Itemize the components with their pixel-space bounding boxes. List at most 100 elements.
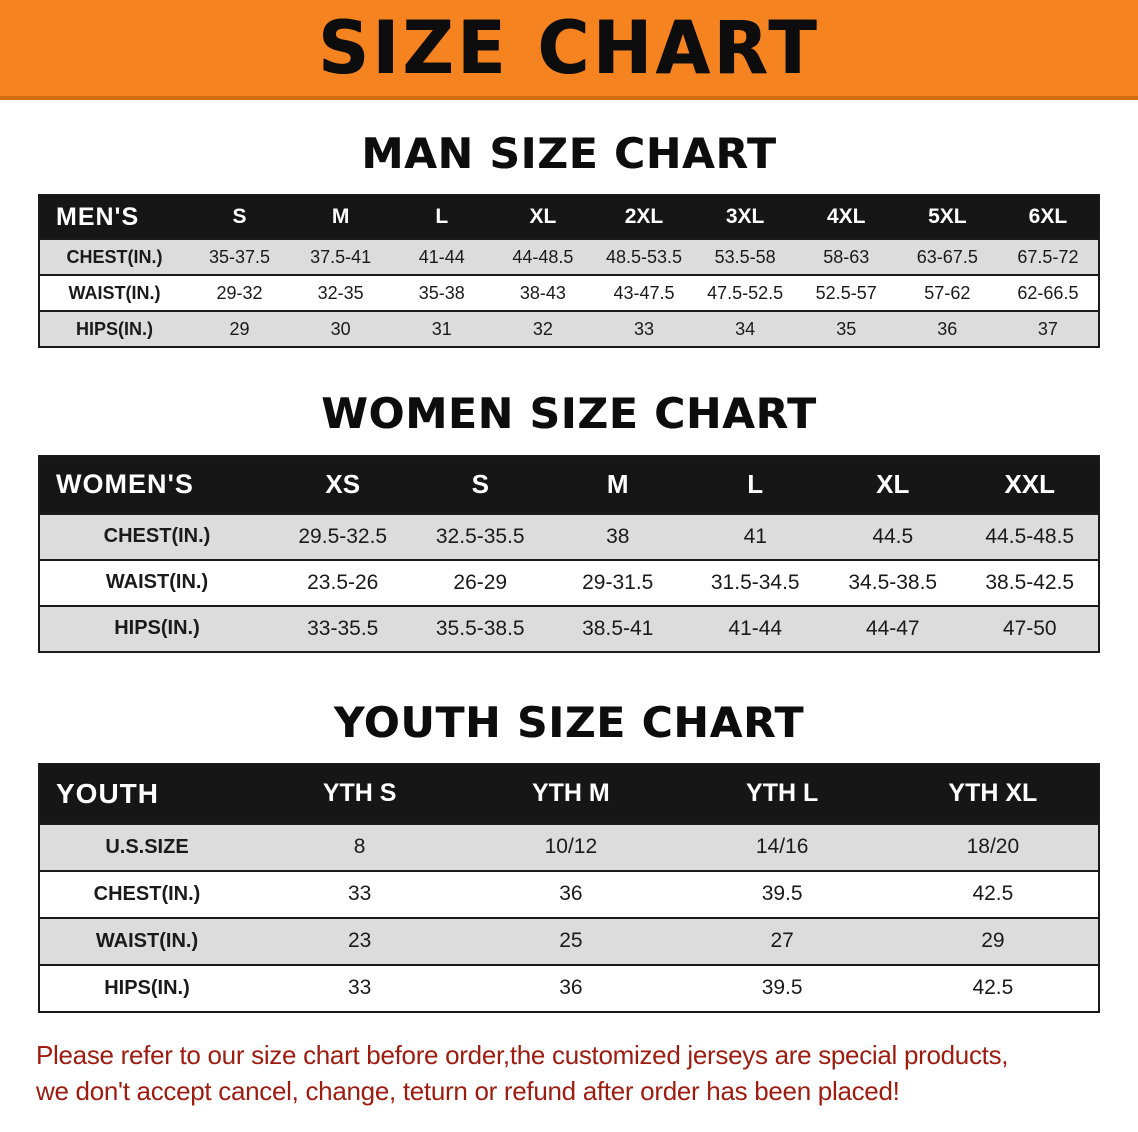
- table-header-row: WOMEN'S XS S M L XL XXL: [39, 455, 1099, 514]
- youth-size-table: YOUTH YTH S YTH M YTH L YTH XL U.S.SIZE 8 10/12…: [38, 762, 1100, 1013]
- disclaimer-line-2: we don't accept cancel, change, teturn o…: [36, 1076, 900, 1107]
- size-value-cell: 31: [391, 310, 493, 348]
- disclaimer-line-1: Please refer to our size chart before or…: [36, 1039, 1009, 1070]
- table-header-row: MEN'S S M L XL 2XL 3XL 4XL 5XL 6XL: [39, 195, 1099, 240]
- disclaimer-text: Please refer to our size chart before or…: [0, 1037, 1138, 1110]
- size-value-cell: 38: [549, 512, 687, 560]
- table-row: CHEST(IN.) 33 36 39.5 42.5: [39, 869, 1099, 918]
- size-value-cell: 58-63: [795, 238, 897, 276]
- size-value-cell: 34.5-38.5: [824, 558, 962, 606]
- size-value-cell: 27: [676, 916, 888, 965]
- youth-size-chart-section: YOUTH SIZE CHART YOUTH YTH S YTH M YTH L YTH…: [0, 697, 1138, 1013]
- table-row: WAIST(IN.) 23 25 27 29: [39, 916, 1099, 965]
- size-value-cell: 33-35.5: [274, 604, 412, 652]
- size-value-cell: 47.5-52.5: [694, 274, 796, 312]
- size-column-header: S: [411, 455, 549, 514]
- size-column-header: 5XL: [896, 195, 998, 240]
- size-value-cell: 44.5: [824, 512, 962, 560]
- size-value-cell: 23.5-26: [274, 558, 412, 606]
- size-value-cell: 44-48.5: [492, 238, 594, 276]
- size-value-cell: 29-32: [189, 274, 291, 312]
- size-column-header: L: [686, 455, 824, 514]
- row-label: HIPS(IN.): [39, 310, 189, 348]
- size-value-cell: 44.5-48.5: [961, 512, 1099, 560]
- size-column-header: YTH XL: [887, 763, 1099, 824]
- size-chart-title: SIZE CHART: [317, 4, 821, 92]
- table-header-row: YOUTH YTH S YTH M YTH L YTH XL: [39, 763, 1099, 824]
- size-value-cell: 35.5-38.5: [411, 604, 549, 652]
- size-column-header: YTH M: [465, 763, 677, 824]
- size-column-header: XL: [492, 195, 594, 240]
- size-value-cell: 18/20: [887, 822, 1099, 871]
- size-value-cell: 36: [465, 963, 677, 1012]
- size-value-cell: 42.5: [887, 869, 1099, 918]
- size-value-cell: 34: [694, 310, 796, 348]
- row-label: HIPS(IN.): [39, 963, 254, 1012]
- size-column-header: XL: [824, 455, 962, 514]
- table-row: HIPS(IN.) 29 30 31 32 33 34 35 36 37: [39, 310, 1099, 348]
- table-row: U.S.SIZE 8 10/12 14/16 18/20: [39, 822, 1099, 871]
- row-label: WAIST(IN.): [39, 558, 274, 606]
- size-value-cell: 67.5-72: [997, 238, 1099, 276]
- size-column-header: M: [290, 195, 392, 240]
- size-value-cell: 63-67.5: [896, 238, 998, 276]
- size-value-cell: 38.5-41: [549, 604, 687, 652]
- row-label: HIPS(IN.): [39, 604, 274, 652]
- size-value-cell: 38.5-42.5: [961, 558, 1099, 606]
- women-size-chart-section: WOMEN SIZE CHART WOMEN'S XS S M L XL XXL CHEST(…: [0, 389, 1138, 653]
- size-value-cell: 41-44: [686, 604, 824, 652]
- size-value-cell: 39.5: [676, 869, 888, 918]
- size-value-cell: 35-37.5: [189, 238, 291, 276]
- row-label: CHEST(IN.): [39, 512, 274, 560]
- size-column-header: YTH S: [254, 763, 466, 824]
- size-value-cell: 32.5-35.5: [411, 512, 549, 560]
- size-value-cell: 42.5: [887, 963, 1099, 1012]
- size-value-cell: 33: [254, 963, 466, 1012]
- size-value-cell: 29-31.5: [549, 558, 687, 606]
- size-value-cell: 41-44: [391, 238, 493, 276]
- size-value-cell: 32: [492, 310, 594, 348]
- row-label: WAIST(IN.): [39, 916, 254, 965]
- size-value-cell: 26-29: [411, 558, 549, 606]
- youth-size-chart-heading: YOUTH SIZE CHART: [333, 697, 805, 747]
- size-value-cell: 44-47: [824, 604, 962, 652]
- size-value-cell: 41: [686, 512, 824, 560]
- size-value-cell: 52.5-57: [795, 274, 897, 312]
- size-value-cell: 53.5-58: [694, 238, 796, 276]
- row-label: U.S.SIZE: [39, 822, 254, 871]
- size-value-cell: 37: [997, 310, 1099, 348]
- size-value-cell: 37.5-41: [290, 238, 392, 276]
- size-value-cell: 39.5: [676, 963, 888, 1012]
- size-value-cell: 23: [254, 916, 466, 965]
- size-column-header: 3XL: [694, 195, 796, 240]
- size-value-cell: 47-50: [961, 604, 1099, 652]
- size-column-header: 4XL: [795, 195, 897, 240]
- size-column-header: XXL: [961, 455, 1099, 514]
- size-column-header: YTH L: [676, 763, 888, 824]
- row-label: WAIST(IN.): [39, 274, 189, 312]
- size-value-cell: 29.5-32.5: [274, 512, 412, 560]
- size-value-cell: 35-38: [391, 274, 493, 312]
- table-row: CHEST(IN.) 29.5-32.5 32.5-35.5 38 41 44.5 44.5…: [39, 512, 1099, 560]
- table-row: WAIST(IN.) 29-32 32-35 35-38 38-43 43-47.5 47.…: [39, 274, 1099, 312]
- table-row: CHEST(IN.) 35-37.5 37.5-41 41-44 44-48.5 48.5…: [39, 238, 1099, 276]
- size-value-cell: 31.5-34.5: [686, 558, 824, 606]
- table-corner-label: WOMEN'S: [39, 455, 274, 514]
- row-label: CHEST(IN.): [39, 869, 254, 918]
- size-value-cell: 33: [254, 869, 466, 918]
- size-value-cell: 35: [795, 310, 897, 348]
- row-label: CHEST(IN.): [39, 238, 189, 276]
- size-value-cell: 32-35: [290, 274, 392, 312]
- size-value-cell: 30: [290, 310, 392, 348]
- size-value-cell: 10/12: [465, 822, 677, 871]
- size-column-header: S: [189, 195, 291, 240]
- size-column-header: L: [391, 195, 493, 240]
- size-value-cell: 43-47.5: [593, 274, 695, 312]
- size-value-cell: 36: [465, 869, 677, 918]
- size-value-cell: 29: [887, 916, 1099, 965]
- men-size-table: MEN'S S M L XL 2XL 3XL 4XL 5XL 6XL CHEST(IN.) 35-37…: [38, 194, 1100, 349]
- size-value-cell: 48.5-53.5: [593, 238, 695, 276]
- size-column-header: 2XL: [593, 195, 695, 240]
- size-value-cell: 33: [593, 310, 695, 348]
- size-value-cell: 8: [254, 822, 466, 871]
